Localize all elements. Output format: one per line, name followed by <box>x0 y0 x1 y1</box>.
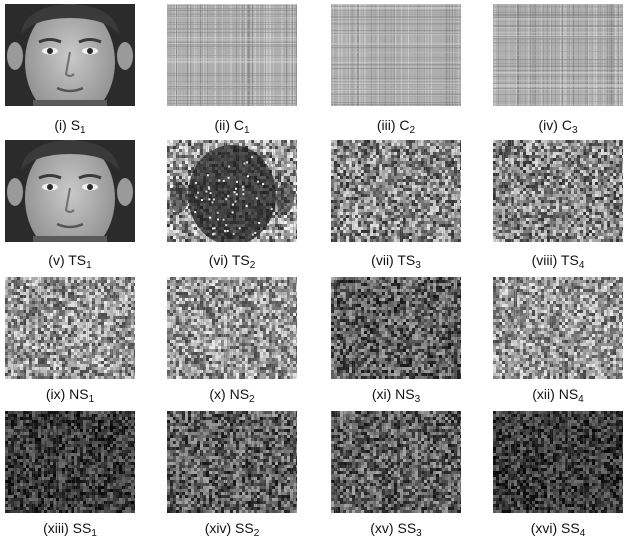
panel-image-xiv <box>167 411 297 513</box>
panel-graphic-vii <box>331 140 461 242</box>
panel-image-xi <box>331 277 461 379</box>
caption-roman-numeral: (x) <box>209 386 226 402</box>
caption-roman-numeral: (ii) <box>214 117 230 133</box>
caption-roman-numeral: (vii) <box>371 252 394 268</box>
caption-label: TS <box>397 252 416 268</box>
panel-graphic-ii <box>167 4 297 106</box>
panel-image-viii <box>493 140 623 242</box>
caption-roman-numeral: (xvi) <box>530 520 558 536</box>
caption-roman-numeral: (iv) <box>538 117 558 133</box>
panel-caption-xii: (xii) NS4 <box>483 386 626 405</box>
panel-caption-vii: (vii) TS3 <box>321 252 471 271</box>
panel-graphic-vi <box>167 140 297 242</box>
panel-image-i <box>5 4 135 106</box>
caption-label: SS <box>72 520 92 536</box>
panel-caption-xiii: (xiii) SS1 <box>0 520 145 539</box>
caption-subscript: 2 <box>409 125 416 136</box>
caption-subscript: 1 <box>88 394 95 405</box>
caption-subscript: 2 <box>249 260 256 271</box>
panel-graphic-xi <box>331 277 461 379</box>
panel-image-iv <box>493 4 623 106</box>
panel-graphic-iv <box>493 4 623 106</box>
panel-graphic-v <box>5 140 135 242</box>
panel-image-xiii <box>5 411 135 513</box>
caption-roman-numeral: (xiii) <box>43 520 69 536</box>
caption-label: TS <box>231 252 250 268</box>
caption-label: NS <box>395 386 415 402</box>
caption-label: NS <box>229 386 250 402</box>
caption-roman-numeral: (vi) <box>208 252 229 268</box>
caption-subscript: 4 <box>579 528 586 539</box>
caption-subscript: 1 <box>91 528 97 539</box>
caption-subscript: 3 <box>571 125 578 136</box>
caption-roman-numeral: (v) <box>48 252 65 268</box>
panel-caption-v: (v) TS1 <box>0 252 145 271</box>
panel-caption-iii: (iii) C2 <box>321 117 471 136</box>
panel-caption-x: (x) NS2 <box>157 386 307 405</box>
caption-roman-numeral: (xv) <box>370 520 394 536</box>
caption-label: NS <box>558 386 579 402</box>
panel-graphic-xiv <box>167 411 297 513</box>
panel-image-ix <box>5 277 135 379</box>
panel-caption-xv: (xv) SS3 <box>321 520 471 539</box>
caption-roman-numeral: (ix) <box>45 386 66 402</box>
panel-graphic-iii <box>331 4 461 106</box>
caption-subscript: 2 <box>249 394 255 405</box>
caption-subscript: 1 <box>80 125 86 136</box>
panel-image-ii <box>167 4 297 106</box>
caption-roman-numeral: (xi) <box>371 386 392 402</box>
panel-caption-iv: (iv) C3 <box>483 117 626 136</box>
caption-subscript: 2 <box>253 528 260 539</box>
panel-caption-viii: (viii) TS4 <box>483 252 626 271</box>
caption-roman-numeral: (iii) <box>376 117 396 133</box>
panel-image-x <box>167 277 297 379</box>
panel-image-vii <box>331 140 461 242</box>
caption-subscript: 3 <box>414 394 421 405</box>
caption-label: NS <box>69 386 89 402</box>
caption-subscript: 3 <box>416 528 422 539</box>
panel-graphic-xii <box>493 277 623 379</box>
panel-graphic-xvi <box>493 411 623 513</box>
caption-subscript: 1 <box>86 260 92 271</box>
panel-graphic-xv <box>331 411 461 513</box>
caption-subscript: 4 <box>578 394 584 405</box>
panel-graphic-x <box>167 277 297 379</box>
caption-label: C <box>399 117 410 133</box>
panel-graphic-ix <box>5 277 135 379</box>
panel-caption-xvi: (xvi) SS4 <box>483 520 626 539</box>
caption-roman-numeral: (xiv) <box>204 520 232 536</box>
panel-image-iii <box>331 4 461 106</box>
panel-graphic-xiii <box>5 411 135 513</box>
caption-label: TS <box>68 252 87 268</box>
panel-caption-xiv: (xiv) SS2 <box>157 520 307 539</box>
caption-subscript: 4 <box>578 260 585 271</box>
panel-graphic-viii <box>493 140 623 242</box>
panel-caption-i: (i) S1 <box>0 117 145 136</box>
caption-label: SS <box>397 520 417 536</box>
caption-roman-numeral: (xii) <box>532 386 555 402</box>
panel-image-xvi <box>493 411 623 513</box>
panel-caption-xi: (xi) NS3 <box>321 386 471 405</box>
caption-subscript: 1 <box>244 125 250 136</box>
caption-label: SS <box>561 520 580 536</box>
panel-image-xii <box>493 277 623 379</box>
caption-label: C <box>561 117 572 133</box>
panel-image-vi <box>167 140 297 242</box>
panel-caption-ii: (ii) C1 <box>157 117 307 136</box>
panel-image-xv <box>331 411 461 513</box>
caption-label: SS <box>235 520 254 536</box>
panel-image-v <box>5 140 135 242</box>
caption-roman-numeral: (i) <box>54 117 67 133</box>
panel-caption-ix: (ix) NS1 <box>0 386 145 405</box>
panel-caption-vi: (vi) TS2 <box>157 252 307 271</box>
caption-label: C <box>233 117 244 133</box>
caption-roman-numeral: (viii) <box>531 252 558 268</box>
caption-label: TS <box>560 252 579 268</box>
caption-label: S <box>70 117 81 133</box>
panel-graphic-i <box>5 4 135 106</box>
caption-subscript: 3 <box>415 260 421 271</box>
